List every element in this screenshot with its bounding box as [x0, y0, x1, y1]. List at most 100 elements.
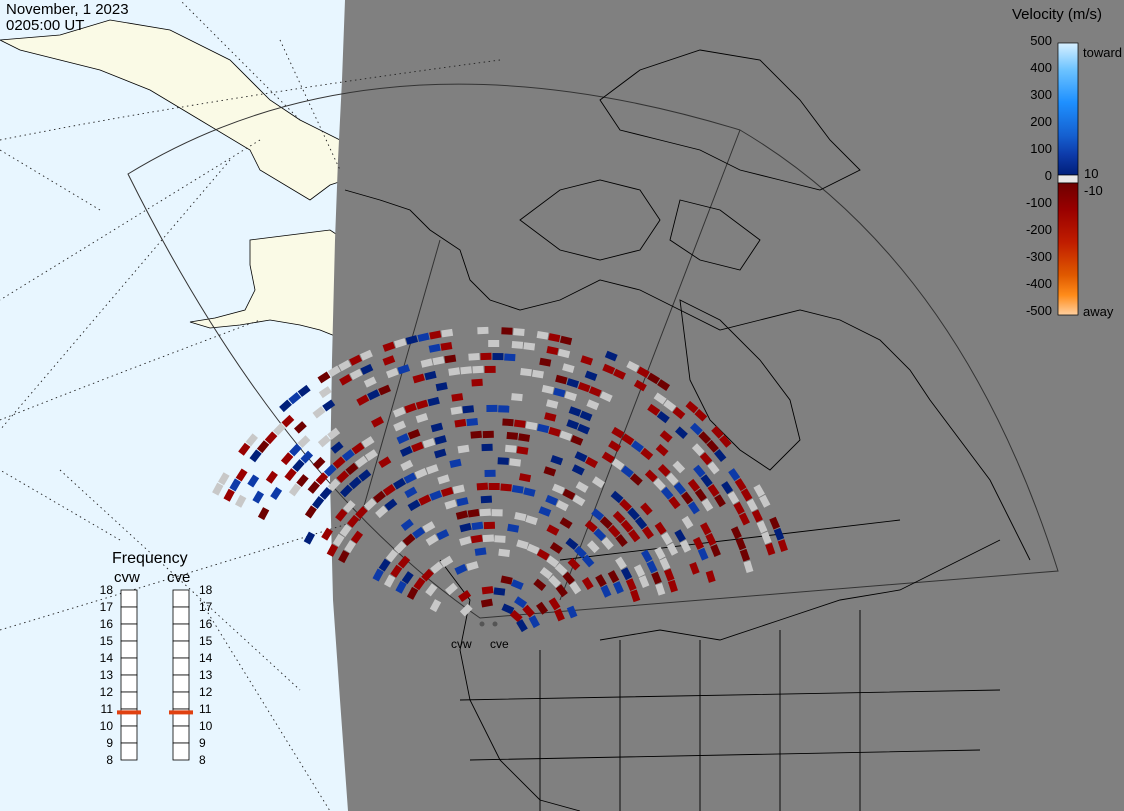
scatter-cell — [288, 483, 302, 497]
frequency-indicator — [169, 710, 193, 715]
scatter-cell — [620, 567, 633, 581]
coastlines — [344, 49, 1031, 811]
frequency-tick-right: 9 — [199, 736, 206, 750]
scatter-cell — [659, 430, 673, 443]
frequency-tick-left: 17 — [99, 600, 113, 614]
scatter-cell — [638, 575, 650, 589]
radar-site-cve — [492, 621, 498, 627]
frequency-tick-left: 11 — [100, 702, 113, 716]
scatter-cell — [449, 458, 462, 468]
scatter-cell — [602, 363, 616, 375]
scatter-cell — [471, 378, 483, 387]
scatter-cell — [436, 529, 450, 541]
scatter-cell — [608, 440, 622, 453]
scatter-cell — [666, 472, 679, 486]
scatter-cell — [738, 512, 750, 526]
scatter-cell — [710, 544, 721, 557]
scatter-cell — [701, 498, 714, 512]
frequency-tick-right: 12 — [199, 685, 213, 699]
scatter-cell — [425, 534, 439, 546]
scatter-cell — [396, 433, 410, 445]
scatter-cell — [591, 508, 605, 521]
scatter-cell — [444, 354, 457, 364]
scatter-cell — [672, 406, 686, 420]
scatter-cell — [393, 477, 407, 490]
scatter-cell — [586, 540, 600, 554]
colorbar-tick-label: 400 — [1030, 60, 1052, 75]
scatter-cell — [312, 495, 325, 509]
scatter-cell — [412, 526, 426, 539]
scatter-cell — [574, 451, 588, 463]
scatter-cell — [217, 472, 230, 486]
scatter-cell — [595, 574, 607, 588]
scatter-cell — [584, 370, 598, 381]
scatter-cell — [372, 568, 384, 582]
scatter-cell — [426, 464, 439, 475]
scatter-cell — [518, 473, 532, 483]
scatter-cell — [528, 615, 540, 629]
scatter-cell — [403, 472, 417, 484]
scatter-cell — [621, 433, 635, 446]
scatter-cell — [692, 536, 705, 550]
colorbar-away-label: away — [1083, 304, 1114, 319]
scatter-cell — [713, 449, 727, 462]
scatter-cell — [706, 439, 719, 453]
scatter-cell — [393, 420, 407, 432]
scatter-cell — [689, 561, 700, 575]
scatter-cell — [604, 350, 618, 362]
scatter-cell — [557, 348, 571, 359]
scatter-cell — [644, 469, 658, 483]
scatter-cell — [651, 571, 662, 585]
scatter-cell — [344, 540, 356, 554]
scatter-cell — [579, 410, 593, 422]
scatter-cell — [452, 484, 465, 494]
scatter-cell — [467, 508, 480, 518]
scatter-cell — [498, 548, 511, 557]
scatter-cell — [559, 430, 573, 441]
frequency-bar-cell — [172, 589, 190, 608]
scatter-cell — [486, 404, 498, 412]
scatter-cell — [421, 568, 434, 582]
scatter-cell — [317, 434, 331, 448]
scatter-cell — [415, 413, 429, 424]
scatter-cell — [300, 450, 314, 464]
scatter-cell — [223, 488, 235, 502]
scatter-cell — [270, 486, 283, 500]
scatter-cell — [700, 474, 713, 488]
scatter-cell — [459, 536, 472, 546]
scatter-cell — [581, 554, 595, 568]
scatter-cell — [739, 548, 751, 562]
scatter-cell — [564, 391, 577, 402]
scatter-cell — [292, 459, 305, 473]
scatter-cell — [413, 577, 426, 591]
colorbar-tick-label: 100 — [1030, 141, 1052, 156]
scatter-cell — [304, 505, 317, 519]
frequency-radar-cve: cve — [167, 569, 191, 586]
scatter-cell — [395, 580, 407, 594]
scatter-cell — [567, 557, 581, 571]
scatter-cell — [349, 368, 363, 381]
scatter-cell — [568, 406, 582, 417]
scatter-cell — [339, 523, 352, 537]
scatter-cell — [536, 548, 550, 561]
scatter-cell — [477, 326, 489, 335]
scatter-cell — [418, 494, 432, 506]
scatter-cell — [479, 508, 492, 517]
scatter-cell — [434, 448, 447, 459]
scatter-cell — [546, 524, 560, 536]
scatter-cell — [619, 498, 632, 512]
scatter-cell — [565, 537, 579, 551]
scatter-cell — [349, 354, 363, 366]
scatter-cell — [279, 399, 292, 413]
scatter-cell — [358, 469, 372, 482]
scatter-cell — [440, 555, 454, 568]
scatter-cell — [435, 382, 448, 392]
scatter-cell — [466, 418, 479, 427]
scatter-cell — [504, 444, 517, 453]
scatter-cell — [685, 400, 699, 414]
scatter-cell — [429, 330, 442, 340]
frequency-tick-right: 16 — [199, 617, 213, 631]
scatter-cell — [681, 515, 694, 529]
scatter-cell — [628, 529, 641, 543]
scatter-cell — [252, 490, 265, 504]
